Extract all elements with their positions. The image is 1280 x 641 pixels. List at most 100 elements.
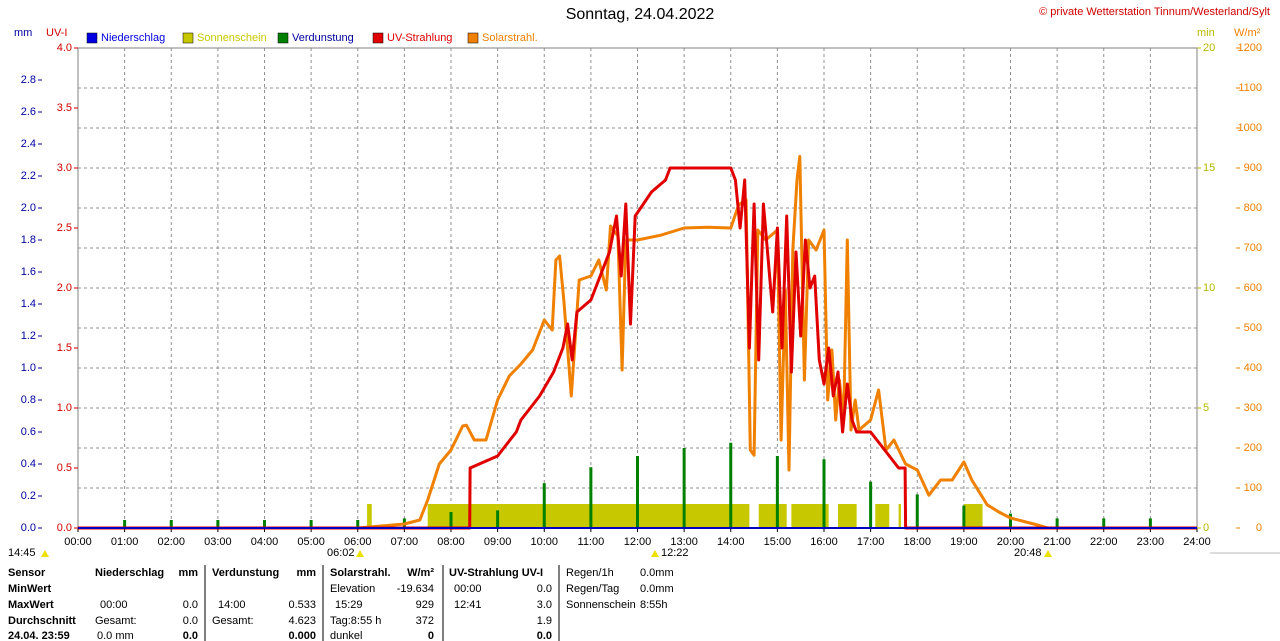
x-tick-label: 08:00 xyxy=(437,536,465,548)
y3-axis-title: min xyxy=(1197,27,1215,39)
x-tick-label: 23:00 xyxy=(1137,536,1165,548)
legend-label: Sonnenschein xyxy=(197,32,267,44)
x-tick-label: 15:00 xyxy=(764,536,792,548)
stat-cell: dunkel xyxy=(330,630,362,641)
x-tick-label: 14:00 xyxy=(717,536,745,548)
x-tick-label: 21:00 xyxy=(1043,536,1071,548)
stat-cell: 3.0 xyxy=(537,599,552,611)
sun-marker xyxy=(1044,550,1052,557)
stat-cell: W/m² xyxy=(407,567,434,579)
stat-cell: Regen/1h xyxy=(566,567,614,579)
stat-cell: Regen/Tag xyxy=(566,583,619,595)
sunshine-bar xyxy=(837,504,857,528)
annotation: 14:45 xyxy=(8,547,36,559)
row-label: MaxWert xyxy=(8,599,54,611)
y4-tick-label: 1000 xyxy=(1238,122,1262,134)
y4-tick-label: 900 xyxy=(1244,162,1262,174)
x-tick-label: 17:00 xyxy=(857,536,885,548)
x-tick-label: 13:00 xyxy=(670,536,698,548)
y2-tick-label: 3.5 xyxy=(57,102,72,114)
x-tick-label: 19:00 xyxy=(950,536,978,548)
sunshine-bar xyxy=(963,504,983,528)
sun-marker xyxy=(41,550,49,557)
y-tick-label: 2.8 xyxy=(21,74,36,86)
sun-marker xyxy=(356,550,364,557)
x-tick-label: 20:00 xyxy=(997,536,1025,548)
x-tick-label: 07:00 xyxy=(391,536,419,548)
legend-label: Verdunstung xyxy=(292,32,354,44)
stat-cell: 0.0 xyxy=(183,599,198,611)
x-tick-label: 10:00 xyxy=(530,536,558,548)
y3-tick-label: 15 xyxy=(1203,162,1215,174)
y4-tick-label: 600 xyxy=(1244,282,1262,294)
x-tick-label: 06:00 xyxy=(344,536,372,548)
annotation: 20:48 xyxy=(1014,547,1042,559)
stat-cell: mm xyxy=(296,567,316,579)
y-tick-label: 1.2 xyxy=(21,330,36,342)
y-tick-label: 0.0 xyxy=(21,522,36,534)
stat-cell: 372 xyxy=(416,615,434,627)
stat-cell: 0.0mm xyxy=(640,567,674,579)
stat-cell: 0.000 xyxy=(288,630,316,641)
y2-tick-label: 1.0 xyxy=(57,402,72,414)
stat-cell: Verdunstung xyxy=(212,567,279,579)
row-label: 24.04. 23:59 xyxy=(8,630,70,641)
chart-title: Sonntag, 24.04.2022 xyxy=(566,6,715,23)
y-tick-label: 2.6 xyxy=(21,106,36,118)
stat-cell: 00:00 xyxy=(100,599,128,611)
annotation: 12:22 xyxy=(661,547,689,559)
x-tick-label: 24:00 xyxy=(1183,536,1211,548)
stat-cell: 1.9 xyxy=(537,615,552,627)
y4-tick-label: 800 xyxy=(1244,202,1262,214)
y-tick-label: 1.4 xyxy=(21,298,36,310)
legend-label: Niederschlag xyxy=(101,32,165,44)
y3-tick-label: 5 xyxy=(1203,402,1209,414)
x-tick-label: 09:00 xyxy=(484,536,512,548)
x-tick-label: 16:00 xyxy=(810,536,838,548)
y2-tick-label: 0.5 xyxy=(57,462,72,474)
legend-swatch xyxy=(372,32,384,44)
legend-swatch xyxy=(277,32,289,44)
y4-tick-label: 700 xyxy=(1244,242,1262,254)
sunshine-bar xyxy=(875,504,890,528)
y-tick-label: 0.4 xyxy=(21,458,36,470)
x-tick-label: 22:00 xyxy=(1090,536,1118,548)
stat-cell: 0.0mm xyxy=(640,583,674,595)
y4-tick-label: 200 xyxy=(1244,442,1262,454)
sunshine-bar xyxy=(367,504,372,528)
row-label: Durchschnitt xyxy=(8,615,76,627)
row-label: MinWert xyxy=(8,583,52,595)
y2-axis-title: UV-I xyxy=(46,27,67,39)
x-tick-label: 01:00 xyxy=(111,536,139,548)
x-tick-label: 04:00 xyxy=(251,536,279,548)
y-tick-label: 1.6 xyxy=(21,266,36,278)
sunshine-bar xyxy=(898,504,901,528)
legend-label: Solarstrahl. xyxy=(482,32,538,44)
stat-cell: 14:00 xyxy=(218,599,246,611)
sunshine-bar xyxy=(427,504,750,528)
sun-marker xyxy=(651,550,659,557)
legend-label: UV-Strahlung xyxy=(387,32,452,44)
y4-tick-label: 500 xyxy=(1244,322,1262,334)
stat-cell: 12:41 xyxy=(454,599,482,611)
y3-tick-label: 10 xyxy=(1203,282,1215,294)
stat-cell: -19.634 xyxy=(397,583,434,595)
x-tick-label: 12:00 xyxy=(624,536,652,548)
stat-cell: Gesamt: xyxy=(95,615,137,627)
x-tick-label: 11:00 xyxy=(578,536,605,548)
y4-tick-label: 100 xyxy=(1244,482,1262,494)
stat-cell: Tag:8:55 h xyxy=(330,615,381,627)
stat-cell: UV-Strahlung UV-I xyxy=(449,567,543,579)
y-tick-label: 2.2 xyxy=(21,170,36,182)
stat-cell: Niederschlag xyxy=(95,567,164,579)
series-line xyxy=(78,166,1197,530)
x-tick-label: 05:00 xyxy=(297,536,325,548)
stat-cell: 00:00 xyxy=(454,583,482,595)
y4-tick-label: 400 xyxy=(1244,362,1262,374)
x-tick-label: 18:00 xyxy=(903,536,931,548)
sunshine-bar xyxy=(758,504,787,528)
y2-tick-label: 3.0 xyxy=(57,162,72,174)
stat-cell: 4.623 xyxy=(288,615,316,627)
y-tick-label: 1.8 xyxy=(21,234,36,246)
